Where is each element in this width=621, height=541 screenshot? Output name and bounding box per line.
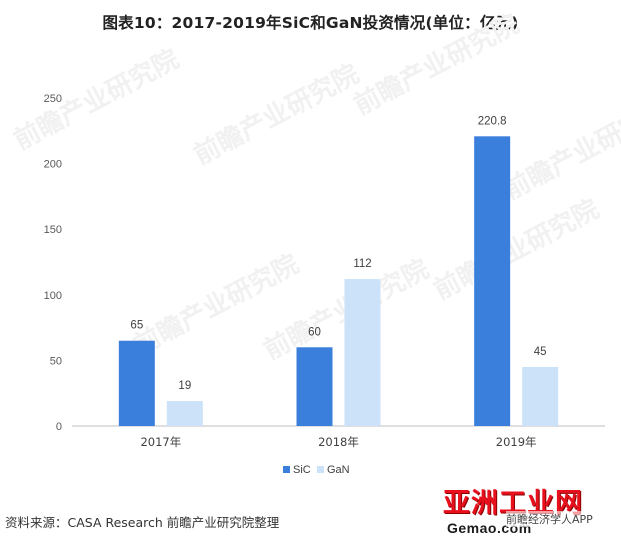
app-credit: 前瞻经济学人APP xyxy=(506,511,593,527)
y-tick-label: 50 xyxy=(50,355,62,367)
y-tick-label: 150 xyxy=(44,224,62,236)
bar-gan-1 xyxy=(344,279,381,426)
source-note: 资料来源：CASA Research 前瞻产业研究院整理 xyxy=(5,515,280,530)
watermark-text: 前瞻产业研究院 xyxy=(9,43,184,156)
data-labels: 65 19 60 112 220.8 45 xyxy=(130,115,546,392)
data-label: 19 xyxy=(178,380,191,392)
watermark-text: 前瞻产业研究院 xyxy=(429,193,604,306)
bars xyxy=(118,136,559,426)
legend: SiC GaN xyxy=(283,464,350,476)
watermark-text: 前瞻产业研究院 xyxy=(499,93,621,206)
y-tick-label: 100 xyxy=(44,290,62,302)
y-tick-label: 0 xyxy=(56,421,62,433)
legend-label-gan: GaN xyxy=(327,464,350,476)
chart-title: 图表10：2017-2019年SiC和GaN投资情况(单位：亿元) xyxy=(102,14,519,32)
x-category-label: 2019年 xyxy=(496,435,537,449)
legend-label-sic: SiC xyxy=(293,464,311,476)
x-category-label: 2018年 xyxy=(318,435,359,449)
bar-sic-2 xyxy=(474,136,511,426)
x-category-label: 2017年 xyxy=(140,435,181,449)
data-label: 60 xyxy=(308,326,321,338)
axes: 0 50 100 150 200 250 2017年 2018年 2019年 xyxy=(44,93,605,449)
y-tick-label: 250 xyxy=(44,93,62,105)
data-label: 45 xyxy=(534,346,547,358)
legend-swatch-sic xyxy=(283,466,290,473)
bar-gan-2 xyxy=(522,366,559,426)
watermark-text: 前瞻产业研究院 xyxy=(189,58,364,171)
bar-sic-0 xyxy=(118,340,155,426)
data-label: 112 xyxy=(353,258,371,270)
y-tick-label: 200 xyxy=(44,159,62,171)
legend-swatch-gan xyxy=(317,466,324,473)
data-label: 65 xyxy=(130,320,143,332)
bar-sic-1 xyxy=(296,347,333,426)
watermark-text: 前瞻产业研究院 xyxy=(349,8,524,121)
bar-gan-0 xyxy=(166,401,203,426)
data-label: 220.8 xyxy=(478,115,507,127)
